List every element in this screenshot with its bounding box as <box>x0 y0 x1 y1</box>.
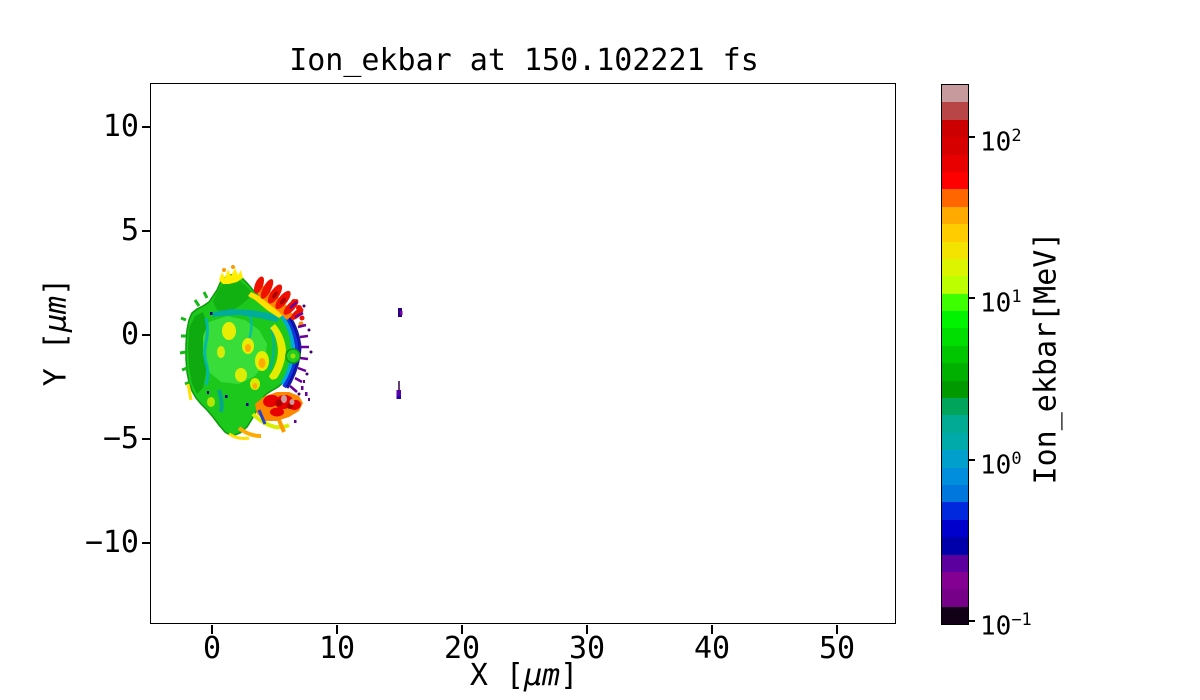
x-tick-mark <box>461 625 463 634</box>
x-tick-label: 0 <box>202 631 222 666</box>
colorbar-band <box>942 241 968 259</box>
y-tick-label: −5 <box>102 421 139 456</box>
x-tick-mark <box>836 625 838 634</box>
colorbar-tick-mark <box>968 620 975 622</box>
detached-particles <box>396 308 403 399</box>
colorbar-tick-mark <box>968 136 975 138</box>
x-tick-label: 30 <box>568 631 606 666</box>
plot-title: Ion_ekbar at 150.102221 fs <box>289 43 759 78</box>
colorbar-gradient <box>942 85 968 625</box>
x-tick-label: 10 <box>318 631 356 666</box>
colorbar-band <box>942 345 968 364</box>
colorbar-band <box>942 537 968 555</box>
colorbar-band <box>942 137 968 155</box>
y-tick-label: −10 <box>84 525 139 560</box>
colorbar-band <box>942 293 968 312</box>
colorbar-band <box>942 171 968 190</box>
y-tick-label: 10 <box>102 109 139 144</box>
colorbar-band <box>942 502 968 520</box>
heatmap-canvas <box>179 265 403 440</box>
colorbar-band <box>942 276 968 294</box>
x-tick-label: 20 <box>443 631 481 666</box>
colorbar-band <box>942 415 968 433</box>
y-tick-mark <box>142 542 151 544</box>
colorbar-band <box>942 484 968 503</box>
y-tick-mark <box>142 438 151 440</box>
colorbar-band <box>942 311 968 329</box>
y-tick-mark <box>142 230 151 232</box>
purple-fringe <box>289 301 309 393</box>
colorbar-band <box>942 589 968 607</box>
x-tick-mark <box>211 625 213 634</box>
colorbar-tick-label: 100 <box>980 449 1022 481</box>
colorbar-band <box>942 380 968 399</box>
colorbar-band <box>942 450 968 468</box>
colorbar-band <box>942 102 968 120</box>
colorbar-band <box>942 432 968 451</box>
y-tick-mark <box>142 126 151 128</box>
colorbar-band <box>942 189 968 207</box>
colorbar-band <box>942 224 968 242</box>
colorbar-band <box>942 606 968 625</box>
colorbar-tick-label: 10−1 <box>980 610 1032 642</box>
y-tick-mark <box>142 334 151 336</box>
colorbar-tick-label: 101 <box>980 287 1022 319</box>
colorbar-band <box>942 363 968 381</box>
colorbar-band <box>942 554 968 572</box>
colorbar-band <box>942 154 968 172</box>
ion-density-blob <box>179 265 313 440</box>
colorbar-band <box>942 398 968 416</box>
colorbar-band <box>942 206 968 225</box>
colorbar-tick-mark <box>968 297 975 299</box>
colorbar-tick-mark <box>968 459 975 461</box>
plot-area <box>150 83 896 624</box>
x-tick-label: 40 <box>693 631 731 666</box>
colorbar-band <box>942 467 968 485</box>
colorbar-band <box>942 119 968 138</box>
colorbar-band <box>942 571 968 590</box>
x-tick-label: 50 <box>818 631 856 666</box>
colorbar-band <box>942 519 968 538</box>
x-axis-label: X [μm] <box>469 658 579 693</box>
colorbar-label: Ion_ekbar[MeV] <box>1028 231 1064 485</box>
y-tick-label: 0 <box>120 317 139 352</box>
colorbar-band <box>942 328 968 346</box>
left-fringe <box>179 291 209 386</box>
bottom-right-cluster <box>251 380 310 433</box>
x-tick-mark <box>336 625 338 634</box>
y-tick-label: 5 <box>120 213 139 248</box>
x-tick-mark <box>586 625 588 634</box>
colorbar <box>941 84 969 625</box>
colorbar-band <box>942 85 968 103</box>
x-tick-mark <box>711 625 713 634</box>
colorbar-tick-label: 102 <box>980 126 1022 158</box>
colorbar-band <box>942 258 968 277</box>
